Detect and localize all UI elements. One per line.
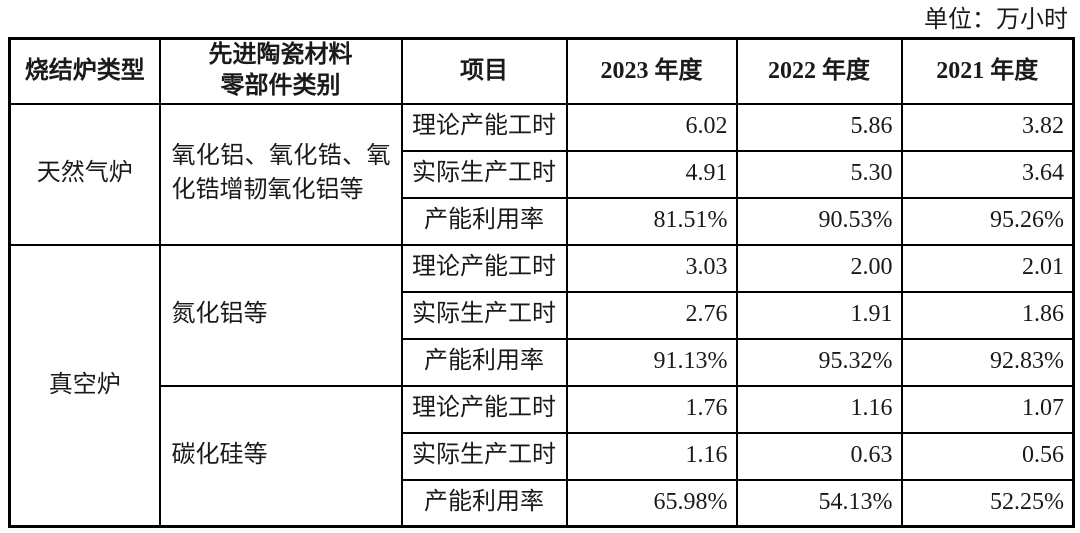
- furnace-cell-vacuum: 真空炉: [8, 243, 161, 528]
- header-furnace-type: 烧结炉类型: [8, 37, 161, 105]
- header-row: 烧结炉类型 先进陶瓷材料 零部件类别 项目 2023 年度 2022 年度 20…: [8, 37, 1075, 105]
- item-cell: 产能利用率: [400, 196, 568, 246]
- value-cell-2023: 6.02: [565, 102, 738, 152]
- table-row: 实际生产工时 2.76 1.91 1.86: [10, 290, 1075, 340]
- value-cell-2022: 5.86: [735, 102, 903, 152]
- value-cell-2023: 65.98%: [565, 478, 738, 528]
- table-row: 实际生产工时 4.91 5.30 3.64: [10, 149, 1075, 199]
- value-cell-2021: 3.82: [900, 102, 1075, 152]
- header-year-2023: 2023 年度: [565, 37, 738, 105]
- item-cell: 理论产能工时: [400, 102, 568, 152]
- item-cell: 实际生产工时: [400, 290, 568, 340]
- table-row: 产能利用率 65.98% 54.13% 52.25%: [10, 478, 1075, 528]
- value-cell-2021: 95.26%: [900, 196, 1075, 246]
- item-cell: 产能利用率: [400, 478, 568, 528]
- value-cell-2023: 91.13%: [565, 337, 738, 387]
- category-cell-silicon-carbide: 碳化硅等: [158, 384, 403, 528]
- item-cell: 实际生产工时: [400, 149, 568, 199]
- value-cell-2021: 3.64: [900, 149, 1075, 199]
- item-cell: 实际生产工时: [400, 431, 568, 481]
- value-cell-2023: 81.51%: [565, 196, 738, 246]
- value-cell-2021: 92.83%: [900, 337, 1075, 387]
- value-cell-2023: 3.03: [565, 243, 738, 293]
- value-cell-2021: 1.86: [900, 290, 1075, 340]
- header-item: 项目: [400, 37, 568, 105]
- item-cell: 理论产能工时: [400, 384, 568, 434]
- table-row: 天然气炉 氧化铝、氧化锆、氧化锆增韧氧化铝等 理论产能工时 6.02 5.86 …: [8, 102, 1075, 246]
- header-year-2022: 2022 年度: [735, 37, 903, 105]
- category-cell-alumina-zirconia: 氧化铝、氧化锆、氧化锆增韧氧化铝等: [158, 102, 403, 246]
- header-part-category: 先进陶瓷材料 零部件类别: [158, 37, 403, 105]
- value-cell-2021: 0.56: [900, 431, 1075, 481]
- value-cell-2021: 52.25%: [900, 478, 1075, 528]
- value-cell-2022: 90.53%: [735, 196, 903, 246]
- value-cell-2023: 2.76: [565, 290, 738, 340]
- capacity-utilization-table: 烧结炉类型 先进陶瓷材料 零部件类别 项目 2023 年度 2022 年度 20…: [8, 37, 1075, 528]
- value-cell-2022: 2.00: [735, 243, 903, 293]
- unit-label: 单位：万小时: [924, 7, 1068, 33]
- value-cell-2022: 1.16: [735, 384, 903, 434]
- value-cell-2022: 95.32%: [735, 337, 903, 387]
- header-year-2021: 2021 年度: [900, 37, 1075, 105]
- category-cell-aluminum-nitride: 氮化铝等: [158, 243, 403, 387]
- furnace-cell-natural-gas: 天然气炉: [8, 102, 161, 246]
- value-cell-2023: 1.16: [565, 431, 738, 481]
- value-cell-2022: 0.63: [735, 431, 903, 481]
- table-row: 产能利用率 81.51% 90.53% 95.26%: [10, 196, 1075, 246]
- table-row: 真空炉 氮化铝等 理论产能工时 3.03 2.00 2.01: [8, 243, 1075, 528]
- value-cell-2021: 2.01: [900, 243, 1075, 293]
- value-cell-2022: 54.13%: [735, 478, 903, 528]
- value-cell-2022: 5.30: [735, 149, 903, 199]
- item-cell: 产能利用率: [400, 337, 568, 387]
- table-row: 碳化硅等 理论产能工时 1.76 1.16 1.07: [10, 384, 1075, 528]
- value-cell-2021: 1.07: [900, 384, 1075, 434]
- table-row: 实际生产工时 1.16 0.63 0.56: [10, 431, 1075, 481]
- item-cell: 理论产能工时: [400, 243, 568, 293]
- value-cell-2023: 1.76: [565, 384, 738, 434]
- value-cell-2023: 4.91: [565, 149, 738, 199]
- table-row: 产能利用率 91.13% 95.32% 92.83%: [10, 337, 1075, 387]
- value-cell-2022: 1.91: [735, 290, 903, 340]
